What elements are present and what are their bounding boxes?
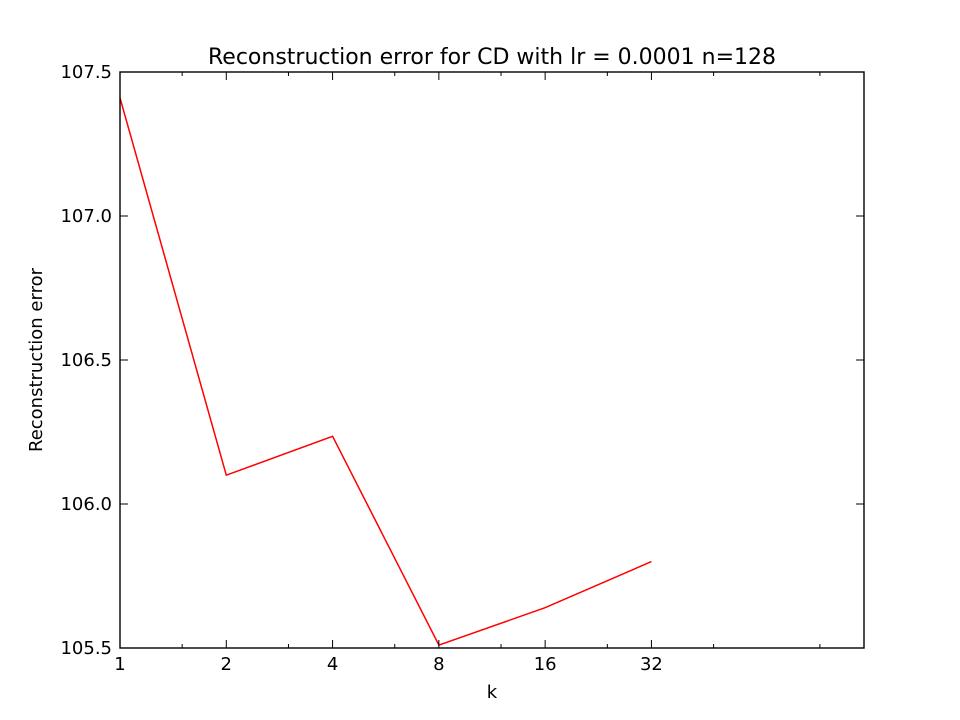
x-tick-label: 2 <box>221 654 232 675</box>
y-tick-label: 107.0 <box>60 206 112 227</box>
x-axis-label: k <box>487 682 498 703</box>
ticks-layer: 105.5 106.0 106.5 107.0 107.5 1 2 4 8 16 32 <box>60 62 864 675</box>
plot-frame <box>119 71 865 649</box>
y-axis-label: Reconstruction error <box>26 267 47 452</box>
series-line-reconstruction-error <box>119 97 652 647</box>
y-tick-label: 105.5 <box>60 638 112 659</box>
x-tick-label: 1 <box>114 654 125 675</box>
y-tick-label: 106.0 <box>60 494 112 515</box>
y-tick-label: 107.5 <box>60 62 112 83</box>
x-tick-label: 8 <box>433 654 444 675</box>
y-tick-label: 106.5 <box>60 350 112 371</box>
x-tick-label: 4 <box>327 654 338 675</box>
series-layer <box>119 97 652 647</box>
x-tick-label: 32 <box>640 654 663 675</box>
chart-title: Reconstruction error for CD with lr = 0.… <box>208 45 776 70</box>
x-tick-label: 16 <box>534 654 557 675</box>
